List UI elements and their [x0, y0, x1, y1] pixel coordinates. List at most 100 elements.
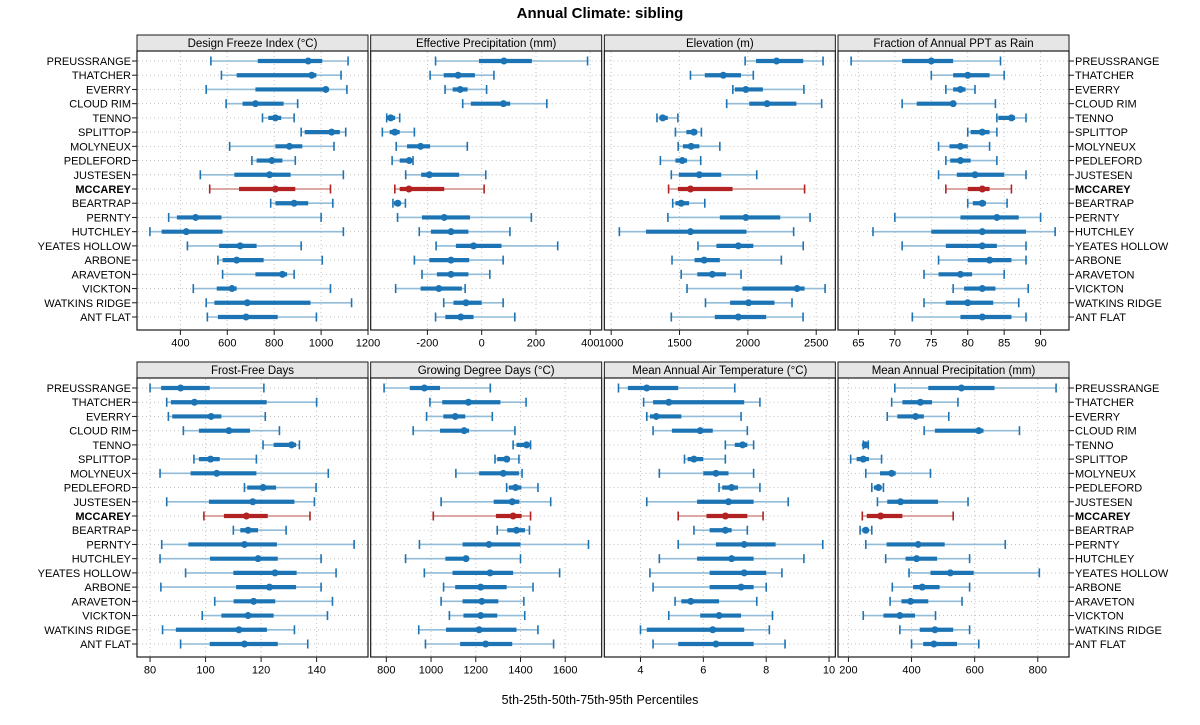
svg-text:MOLYNEUX: MOLYNEUX: [1075, 468, 1137, 480]
svg-text:SPLITTOP: SPLITTOP: [78, 454, 131, 466]
svg-text:2500: 2500: [804, 338, 828, 350]
svg-text:WATKINS RIDGE: WATKINS RIDGE: [1075, 625, 1162, 637]
svg-text:1500: 1500: [667, 338, 691, 350]
svg-text:BEARTRAP: BEARTRAP: [72, 198, 131, 210]
svg-text:90: 90: [1034, 338, 1046, 350]
svg-text:ARAVETON: ARAVETON: [72, 596, 132, 608]
svg-text:1000: 1000: [599, 338, 623, 350]
svg-text:PREUSSRANGE: PREUSSRANGE: [47, 56, 131, 68]
svg-text:JUSTESEN: JUSTESEN: [74, 497, 132, 509]
svg-text:PERNTY: PERNTY: [86, 539, 131, 551]
svg-text:WATKINS RIDGE: WATKINS RIDGE: [44, 298, 131, 310]
svg-text:10: 10: [823, 665, 835, 677]
svg-text:65: 65: [852, 338, 864, 350]
svg-text:SPLITTOP: SPLITTOP: [78, 127, 131, 139]
svg-text:ANT FLAT: ANT FLAT: [80, 312, 131, 324]
svg-text:WATKINS RIDGE: WATKINS RIDGE: [44, 625, 131, 637]
svg-text:ANT FLAT: ANT FLAT: [1075, 312, 1126, 324]
svg-text:EVERRY: EVERRY: [86, 84, 132, 96]
svg-text:Fraction of Annual PPT as Rain: Fraction of Annual PPT as Rain: [873, 38, 1033, 50]
svg-text:PERNTY: PERNTY: [1075, 212, 1120, 224]
svg-text:VICKTON: VICKTON: [82, 611, 131, 623]
svg-text:800: 800: [265, 338, 283, 350]
svg-text:70: 70: [889, 338, 901, 350]
svg-text:600: 600: [218, 338, 236, 350]
svg-text:TENNO: TENNO: [93, 113, 132, 125]
svg-text:YEATES HOLLOW: YEATES HOLLOW: [1075, 568, 1169, 580]
svg-text:PEDLEFORD: PEDLEFORD: [64, 156, 131, 168]
svg-text:1000: 1000: [419, 665, 443, 677]
svg-text:TENNO: TENNO: [93, 440, 132, 452]
svg-text:HUTCHLEY: HUTCHLEY: [72, 554, 132, 566]
svg-text:MCCAREY: MCCAREY: [1075, 511, 1131, 523]
svg-text:CLOUD RIM: CLOUD RIM: [69, 426, 131, 438]
svg-text:THATCHER: THATCHER: [1075, 397, 1134, 409]
svg-text:MCCAREY: MCCAREY: [75, 184, 131, 196]
svg-text:1400: 1400: [508, 665, 532, 677]
svg-text:MOLYNEUX: MOLYNEUX: [1075, 141, 1137, 153]
svg-text:100: 100: [196, 665, 214, 677]
svg-text:BEARTRAP: BEARTRAP: [1075, 198, 1134, 210]
svg-text:80: 80: [144, 665, 156, 677]
svg-text:Mean Annual Precipitation (mm): Mean Annual Precipitation (mm): [872, 365, 1036, 377]
svg-text:Growing Degree Days (°C): Growing Degree Days (°C): [418, 365, 555, 377]
svg-text:ARAVETON: ARAVETON: [72, 269, 132, 281]
svg-text:VICKTON: VICKTON: [82, 284, 131, 296]
svg-text:PREUSSRANGE: PREUSSRANGE: [47, 383, 131, 395]
svg-text:Design Freeze Index (°C): Design Freeze Index (°C): [188, 38, 318, 50]
svg-text:BEARTRAP: BEARTRAP: [1075, 525, 1134, 537]
svg-text:ANT FLAT: ANT FLAT: [1075, 639, 1126, 651]
svg-text:PREUSSRANGE: PREUSSRANGE: [1075, 383, 1159, 395]
svg-text:TENNO: TENNO: [1075, 113, 1114, 125]
svg-text:VICKTON: VICKTON: [1075, 284, 1124, 296]
svg-text:CLOUD RIM: CLOUD RIM: [1075, 426, 1137, 438]
svg-text:PEDLEFORD: PEDLEFORD: [1075, 156, 1142, 168]
svg-text:PERNTY: PERNTY: [1075, 539, 1120, 551]
svg-text:800: 800: [1029, 665, 1047, 677]
svg-text:ARBONE: ARBONE: [85, 582, 131, 594]
svg-text:HUTCHLEY: HUTCHLEY: [72, 227, 132, 239]
svg-text:THATCHER: THATCHER: [72, 397, 131, 409]
svg-text:EVERRY: EVERRY: [86, 411, 132, 423]
svg-text:600: 600: [965, 665, 983, 677]
svg-text:400: 400: [171, 338, 189, 350]
svg-text:THATCHER: THATCHER: [72, 70, 131, 82]
svg-text:ARAVETON: ARAVETON: [1075, 269, 1135, 281]
svg-text:Effective Precipitation (mm): Effective Precipitation (mm): [416, 38, 557, 50]
svg-text:PERNTY: PERNTY: [86, 212, 131, 224]
svg-text:WATKINS RIDGE: WATKINS RIDGE: [1075, 298, 1162, 310]
svg-text:140: 140: [307, 665, 325, 677]
svg-text:120: 120: [252, 665, 270, 677]
svg-text:SPLITTOP: SPLITTOP: [1075, 454, 1128, 466]
svg-text:1200: 1200: [464, 665, 488, 677]
svg-text:1000: 1000: [309, 338, 333, 350]
svg-text:YEATES HOLLOW: YEATES HOLLOW: [38, 568, 132, 580]
svg-text:TENNO: TENNO: [1075, 440, 1114, 452]
svg-text:ANT FLAT: ANT FLAT: [80, 639, 131, 651]
svg-text:ARAVETON: ARAVETON: [1075, 596, 1135, 608]
svg-text:0: 0: [479, 338, 485, 350]
svg-text:Elevation (m): Elevation (m): [686, 38, 754, 50]
svg-text:CLOUD RIM: CLOUD RIM: [69, 99, 131, 111]
svg-text:85: 85: [998, 338, 1010, 350]
svg-text:400: 400: [902, 665, 920, 677]
svg-text:HUTCHLEY: HUTCHLEY: [1075, 227, 1135, 239]
svg-text:MCCAREY: MCCAREY: [1075, 184, 1131, 196]
svg-text:ARBONE: ARBONE: [1075, 255, 1121, 267]
svg-text:8: 8: [763, 665, 769, 677]
svg-text:PREUSSRANGE: PREUSSRANGE: [1075, 56, 1159, 68]
svg-text:ARBONE: ARBONE: [85, 255, 131, 267]
svg-text:YEATES HOLLOW: YEATES HOLLOW: [1075, 241, 1169, 253]
svg-text:-200: -200: [416, 338, 438, 350]
svg-text:ARBONE: ARBONE: [1075, 582, 1121, 594]
svg-text:4: 4: [637, 665, 643, 677]
percentiles-caption: 5th-25th-50th-75th-95th Percentiles: [501, 693, 699, 707]
svg-text:JUSTESEN: JUSTESEN: [74, 170, 132, 182]
svg-text:HUTCHLEY: HUTCHLEY: [1075, 554, 1135, 566]
page-title: Annual Climate: sibling: [516, 5, 684, 22]
svg-text:MCCAREY: MCCAREY: [75, 511, 131, 523]
svg-text:MOLYNEUX: MOLYNEUX: [70, 468, 132, 480]
svg-text:EVERRY: EVERRY: [1075, 84, 1121, 96]
